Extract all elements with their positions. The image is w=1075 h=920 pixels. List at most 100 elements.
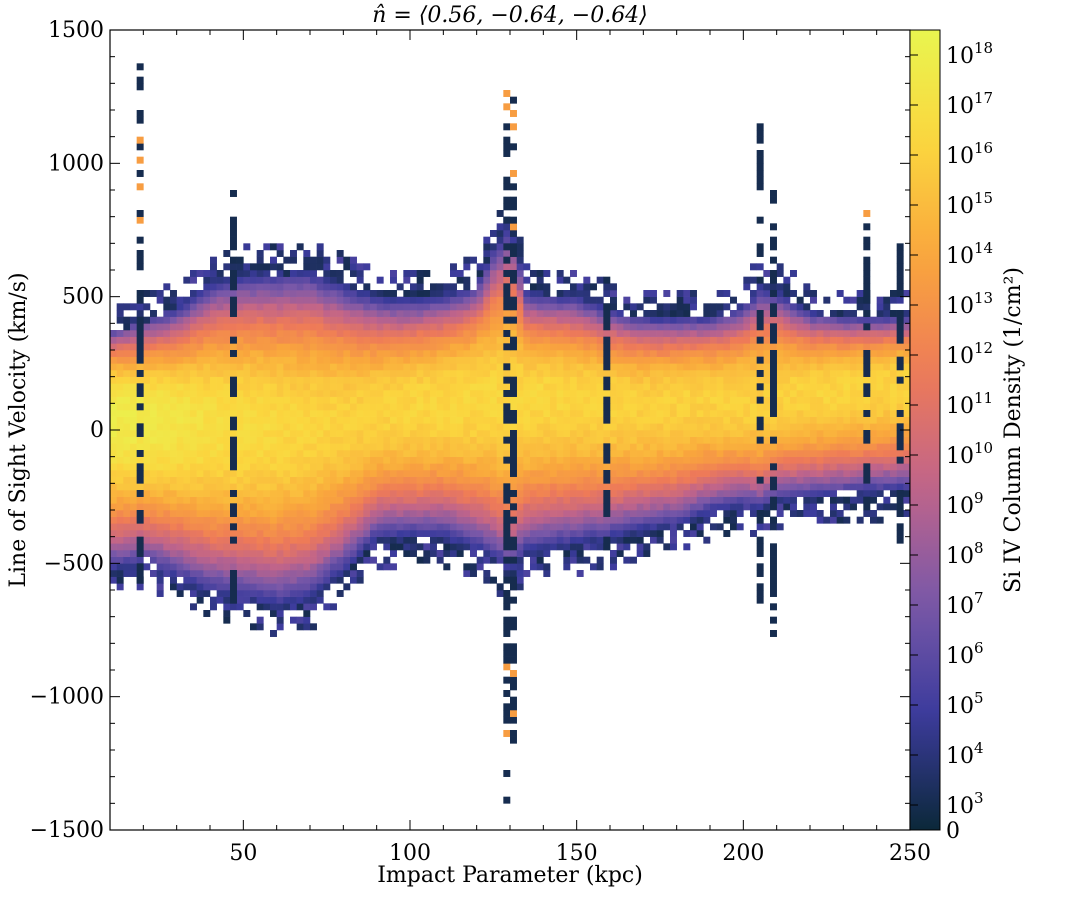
heatmap-cell — [150, 543, 157, 551]
heatmap-cell — [596, 503, 604, 511]
heatmap-cell — [216, 596, 224, 604]
heatmap-cell — [350, 436, 357, 444]
heatmap-cell — [110, 330, 117, 337]
heatmap-cell — [643, 396, 651, 404]
heatmap-cell — [310, 296, 317, 304]
heatmap-cell — [436, 496, 444, 504]
heatmap-cell — [483, 263, 491, 271]
heatmap-cell — [736, 490, 744, 497]
heatmap-cell — [323, 523, 331, 531]
heatmap-cell — [683, 423, 691, 431]
heatmap-cell — [776, 336, 784, 344]
heatmap-cell — [263, 303, 271, 311]
heatmap-cell — [656, 316, 664, 324]
heatmap-cell — [150, 316, 157, 324]
heatmap-cell — [890, 343, 897, 351]
heatmap-cell — [770, 296, 777, 304]
heatmap-cell — [550, 296, 557, 304]
heatmap-cell — [703, 423, 711, 431]
heatmap-cell — [496, 410, 504, 417]
heatmap-cell — [796, 316, 804, 324]
heatmap-cell — [596, 363, 604, 371]
heatmap-cell — [410, 270, 417, 277]
heatmap-cell — [210, 530, 217, 537]
heatmap-cell — [130, 403, 137, 411]
heatmap-cell — [290, 410, 297, 417]
heatmap-cell — [223, 583, 231, 591]
heatmap-cell — [116, 303, 124, 311]
heatmap-cell — [456, 530, 464, 537]
heatmap-cell — [276, 583, 284, 591]
heatmap-cell — [696, 403, 704, 411]
heatmap-cell — [276, 490, 284, 497]
heatmap-cell — [423, 376, 431, 384]
heatmap-cell — [696, 516, 704, 524]
heatmap-cell — [830, 450, 837, 457]
heatmap-cell — [896, 370, 904, 377]
heatmap-cell — [610, 510, 617, 517]
heatmap-cell — [176, 590, 184, 597]
heatmap-cell — [576, 303, 584, 311]
heatmap-cell — [556, 416, 564, 424]
heatmap-cell — [523, 383, 531, 391]
heatmap-cell — [216, 296, 224, 304]
heatmap-cell — [383, 396, 391, 404]
heatmap-cell — [650, 423, 657, 431]
heatmap-cell — [870, 443, 877, 451]
heatmap-cell — [323, 370, 331, 377]
heatmap-cell — [463, 536, 471, 544]
heatmap-cell — [636, 536, 644, 544]
heatmap-cell — [316, 523, 324, 531]
heatmap-cell — [583, 336, 591, 344]
heatmap-cell — [356, 336, 364, 344]
heatmap-cell — [643, 550, 651, 557]
heatmap-cell — [656, 323, 664, 331]
heatmap-cell — [843, 323, 851, 331]
heatmap-cell — [256, 583, 264, 591]
heatmap-cell — [776, 430, 784, 437]
heatmap-cell — [623, 363, 631, 371]
heatmap-cell — [556, 370, 564, 377]
heatmap-cell — [863, 403, 871, 411]
heatmap-cell — [276, 503, 284, 511]
heatmap-cell — [543, 456, 551, 464]
heatmap-cell — [816, 423, 824, 431]
heatmap-cell — [343, 456, 351, 464]
heatmap-cell — [276, 556, 284, 564]
heatmap-cell — [336, 483, 344, 491]
heatmap-cell — [390, 496, 397, 504]
heatmap-cell — [676, 450, 684, 457]
heatmap-cell — [656, 476, 664, 484]
heatmap-cell — [443, 503, 451, 511]
heatmap-cell — [263, 590, 271, 597]
heatmap-cell — [183, 336, 191, 344]
heatmap-cell — [263, 283, 271, 291]
heatmap-cell — [123, 370, 131, 377]
heatmap-cell — [390, 356, 397, 364]
heatmap-cell — [176, 403, 184, 411]
heatmap-cell — [243, 503, 251, 511]
heatmap-cell — [263, 543, 271, 551]
heatmap-cell — [190, 376, 197, 384]
heatmap-cell — [670, 476, 677, 484]
heatmap-cell — [336, 456, 344, 464]
heatmap-cell — [636, 443, 644, 451]
heatmap-cell — [790, 356, 797, 364]
heatmap-cell — [750, 503, 757, 511]
heatmap-cell — [203, 443, 211, 451]
heatmap-cell — [363, 410, 371, 417]
heatmap-cell — [343, 390, 351, 397]
heatmap-cell — [310, 283, 317, 291]
heatmap-cell — [650, 403, 657, 411]
heatmap-cell — [243, 550, 251, 557]
heatmap-cell — [423, 410, 431, 417]
heatmap-cell — [256, 550, 264, 557]
heatmap-cell — [190, 316, 197, 324]
heatmap-cell — [196, 376, 204, 384]
heatmap-cell — [276, 390, 284, 397]
heatmap-cell — [296, 370, 304, 377]
heatmap-cell — [610, 356, 617, 364]
heatmap-cell — [730, 343, 737, 351]
heatmap-cell — [743, 283, 751, 291]
heatmap-cell — [436, 316, 444, 324]
